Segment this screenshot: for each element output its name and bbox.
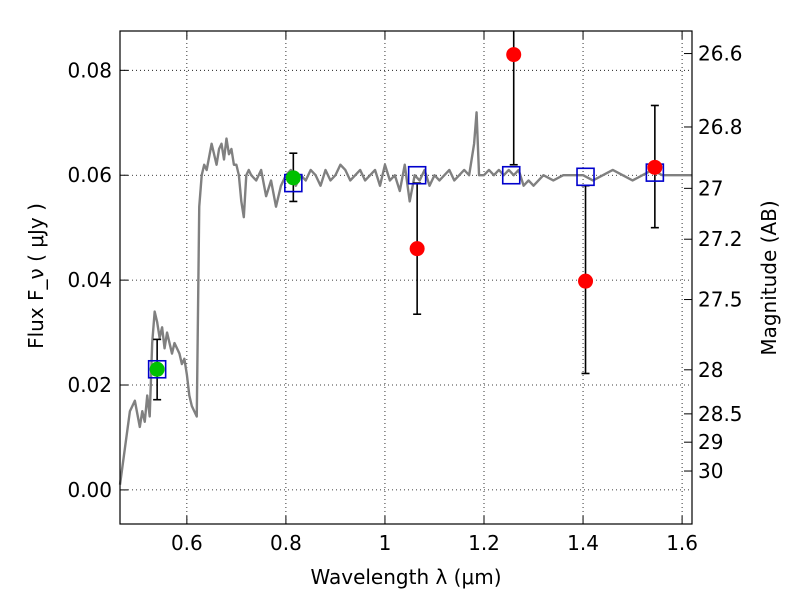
mag-tick-label: 28.5 (698, 402, 743, 426)
mag-tick-label: 26.6 (698, 42, 743, 66)
red-data-point (578, 273, 594, 289)
marker-layer (147, 47, 665, 379)
y-tick-label: 0.04 (67, 268, 112, 292)
x-tick-label: 1 (379, 531, 392, 555)
red-data-point (506, 47, 522, 63)
mag-tick-label: 30 (698, 459, 723, 483)
detection-point (285, 170, 301, 186)
y-axis-label: Flux F_ν ( μJy ) (24, 203, 48, 349)
y-tick-label: 0.08 (67, 58, 112, 82)
x-axis-label: Wavelength λ (μm) (310, 565, 501, 589)
red-data-point (409, 241, 425, 257)
y2-axis-label: Magnitude (AB) (757, 200, 781, 355)
x-tick-label: 0.8 (270, 531, 302, 555)
y-tick-label: 0.00 (67, 478, 112, 502)
model-band-square (576, 167, 595, 187)
model-band-square (147, 359, 167, 379)
model-layer (118, 111, 692, 485)
label-layer: 0.6 0.8 1 1.2 1.4 1.6 0.00 0.02 0.04 0.06 0.08 26.6… (67, 42, 742, 555)
mag-tick-label: 27.2 (698, 227, 743, 251)
model-spectrum-line (118, 111, 692, 485)
detection-point (149, 361, 165, 377)
red-data-point (647, 159, 663, 175)
mag-tick-label: 28 (698, 358, 723, 382)
model-band-square (407, 165, 427, 185)
mag-tick-label: 26.8 (698, 115, 743, 139)
x-tick-label: 1.6 (666, 531, 698, 555)
model-band-square (501, 165, 521, 185)
y-tick-label: 0.02 (67, 373, 112, 397)
mag-tick-label: 27 (698, 176, 723, 200)
x-tick-label: 0.6 (171, 531, 203, 555)
tick-layer (120, 31, 692, 524)
mag-tick-label: 27.5 (698, 288, 743, 312)
mag-tick-label: 29 (698, 430, 723, 454)
y-tick-label: 0.06 (67, 163, 112, 187)
plot-frame (119, 30, 693, 525)
x-tick-label: 1.2 (468, 531, 500, 555)
x-tick-label: 1.4 (567, 531, 599, 555)
grid-layer (120, 31, 692, 524)
